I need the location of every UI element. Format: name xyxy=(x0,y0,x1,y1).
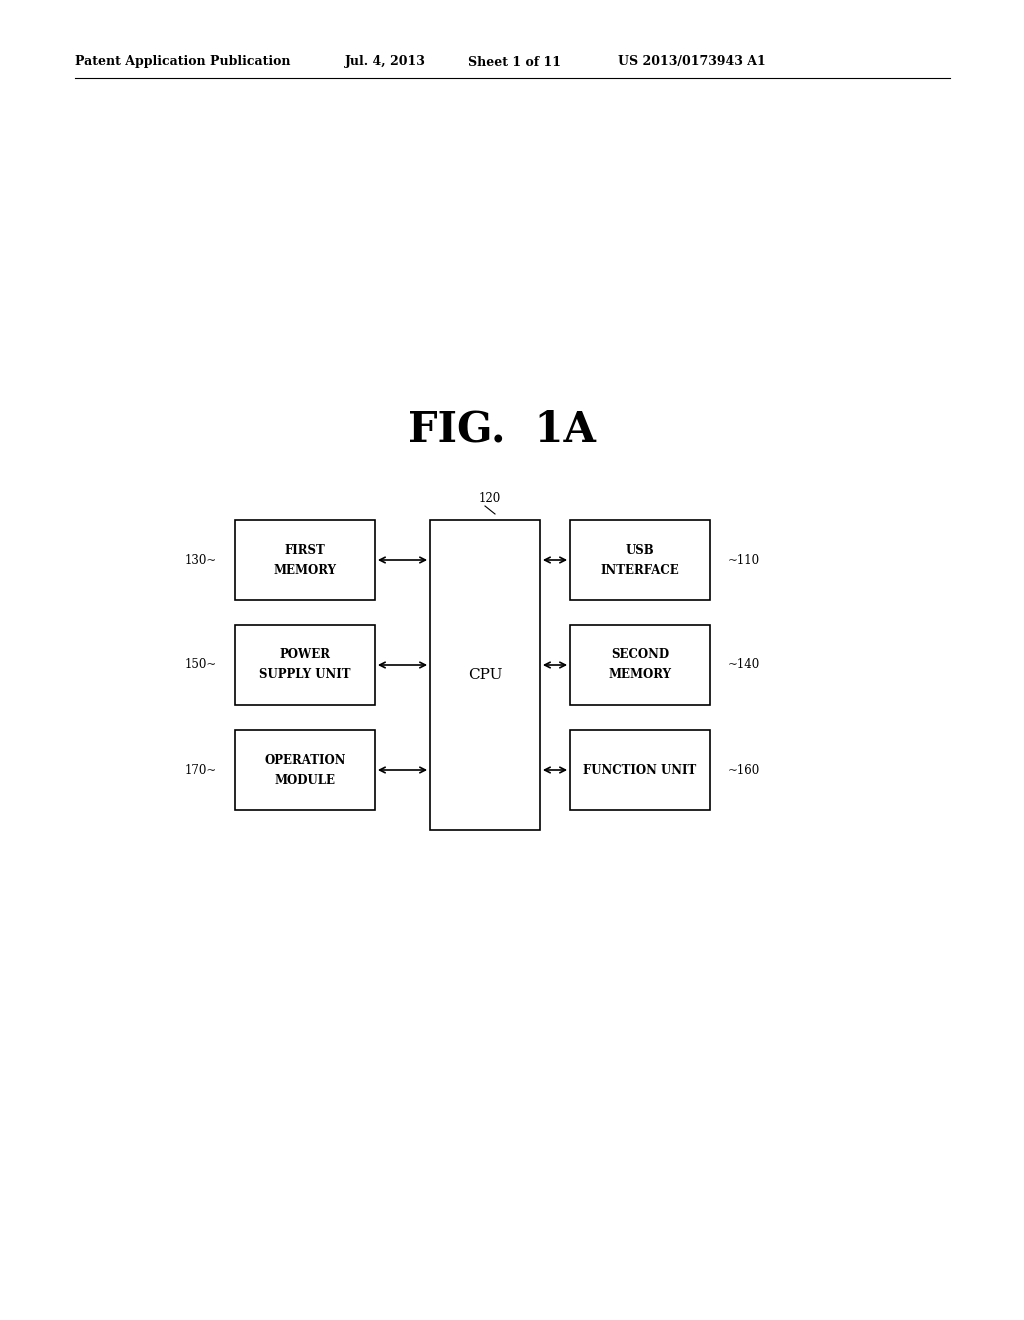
Text: POWER: POWER xyxy=(280,648,331,661)
Text: 130~: 130~ xyxy=(184,553,217,566)
Text: FIG.  1A: FIG. 1A xyxy=(408,409,596,451)
Bar xyxy=(570,520,710,601)
Text: ~140: ~140 xyxy=(728,659,760,672)
Bar xyxy=(430,520,540,830)
Bar xyxy=(570,730,710,810)
Text: CPU: CPU xyxy=(468,668,502,682)
Text: INTERFACE: INTERFACE xyxy=(601,564,679,577)
Text: MEMORY: MEMORY xyxy=(273,564,337,577)
Text: MODULE: MODULE xyxy=(274,774,336,787)
Text: SUPPLY UNIT: SUPPLY UNIT xyxy=(259,668,351,681)
Bar xyxy=(234,520,375,601)
Text: ~110: ~110 xyxy=(728,553,760,566)
Text: Jul. 4, 2013: Jul. 4, 2013 xyxy=(345,55,426,69)
Bar xyxy=(570,624,710,705)
Text: SECOND: SECOND xyxy=(611,648,669,661)
Text: USB: USB xyxy=(626,544,654,557)
Text: FUNCTION UNIT: FUNCTION UNIT xyxy=(584,763,696,776)
Text: 170~: 170~ xyxy=(184,763,217,776)
Text: 120: 120 xyxy=(479,491,501,504)
Text: Patent Application Publication: Patent Application Publication xyxy=(75,55,291,69)
Bar xyxy=(234,730,375,810)
Text: 150~: 150~ xyxy=(184,659,217,672)
Text: Sheet 1 of 11: Sheet 1 of 11 xyxy=(468,55,561,69)
Text: US 2013/0173943 A1: US 2013/0173943 A1 xyxy=(618,55,766,69)
Text: OPERATION: OPERATION xyxy=(264,754,346,767)
Text: FIRST: FIRST xyxy=(285,544,326,557)
Text: ~160: ~160 xyxy=(728,763,760,776)
Text: MEMORY: MEMORY xyxy=(608,668,672,681)
Bar xyxy=(234,624,375,705)
